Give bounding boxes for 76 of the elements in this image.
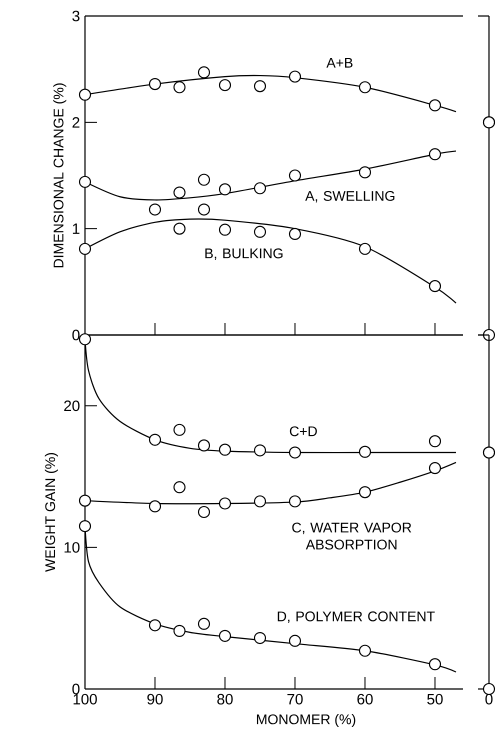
point bbox=[254, 226, 266, 238]
point bbox=[218, 224, 232, 236]
point bbox=[198, 439, 210, 452]
point bbox=[428, 99, 442, 112]
x-tick-label: 90 bbox=[147, 694, 163, 704]
point bbox=[218, 79, 232, 92]
point bbox=[173, 81, 186, 94]
point bbox=[288, 446, 302, 459]
x-tick-label: 50 bbox=[427, 694, 443, 704]
y-tick-label: 1 bbox=[72, 224, 80, 234]
point bbox=[173, 186, 186, 199]
point bbox=[428, 280, 442, 292]
point bbox=[198, 618, 210, 630]
point bbox=[198, 174, 210, 186]
annotation: C+D bbox=[290, 426, 317, 436]
x-axis-title: MONOMER (%) bbox=[256, 714, 356, 728]
x-tick-label: 70 bbox=[287, 694, 303, 704]
point bbox=[173, 481, 186, 494]
point bbox=[254, 495, 266, 508]
point bbox=[78, 242, 92, 255]
x-tick-label: 0 bbox=[485, 694, 493, 704]
point bbox=[198, 203, 210, 216]
point bbox=[288, 169, 302, 182]
annotation: A, SWELLING bbox=[305, 190, 394, 203]
x-tick-label: 60 bbox=[357, 694, 373, 704]
point bbox=[358, 81, 372, 94]
point bbox=[78, 520, 92, 532]
point bbox=[428, 462, 442, 474]
point bbox=[358, 486, 372, 498]
point bbox=[254, 182, 266, 194]
point bbox=[218, 183, 232, 196]
point bbox=[254, 632, 266, 644]
point bbox=[428, 658, 442, 670]
y-axis-title: DIMENSIONAL CHANGE (%) bbox=[53, 83, 66, 268]
point bbox=[288, 495, 302, 508]
y-tick-label: 0 bbox=[72, 330, 80, 340]
point bbox=[254, 444, 266, 456]
point bbox=[218, 630, 232, 642]
y-tick-label: 0 bbox=[72, 684, 80, 694]
annotation: C, WATER VAPOR ABSORPTION bbox=[292, 522, 412, 550]
point bbox=[148, 619, 162, 632]
point bbox=[198, 66, 210, 78]
point bbox=[173, 624, 186, 637]
point bbox=[428, 435, 442, 448]
y-tick-label: 20 bbox=[64, 400, 80, 412]
x-tick-label: 100 bbox=[74, 694, 97, 704]
point bbox=[358, 446, 372, 458]
point bbox=[218, 497, 232, 510]
y-tick-label: 3 bbox=[72, 10, 80, 22]
annotation: B, BULKING bbox=[205, 248, 283, 260]
point bbox=[198, 506, 210, 518]
point bbox=[288, 70, 302, 83]
point bbox=[288, 228, 302, 240]
point bbox=[173, 424, 186, 436]
point bbox=[218, 444, 232, 456]
point bbox=[148, 203, 162, 216]
point bbox=[254, 80, 266, 92]
point bbox=[173, 222, 186, 235]
point bbox=[78, 176, 92, 188]
point bbox=[78, 333, 92, 346]
y-axis-title: WEIGHT GAIN (%) bbox=[44, 452, 58, 572]
point bbox=[358, 242, 372, 255]
point bbox=[288, 634, 302, 647]
point bbox=[78, 88, 92, 101]
point bbox=[358, 644, 372, 657]
point bbox=[78, 494, 92, 507]
y-tick-label: 10 bbox=[64, 542, 80, 553]
annotation: D, POLYMER CONTENT bbox=[278, 611, 435, 623]
x-tick-label: 80 bbox=[217, 694, 233, 704]
point bbox=[148, 434, 162, 446]
point bbox=[148, 78, 162, 90]
point bbox=[148, 500, 162, 512]
annotation: A+B bbox=[326, 58, 352, 68]
y-tick-label: 2 bbox=[72, 117, 80, 128]
point bbox=[428, 148, 442, 160]
point bbox=[358, 166, 372, 178]
